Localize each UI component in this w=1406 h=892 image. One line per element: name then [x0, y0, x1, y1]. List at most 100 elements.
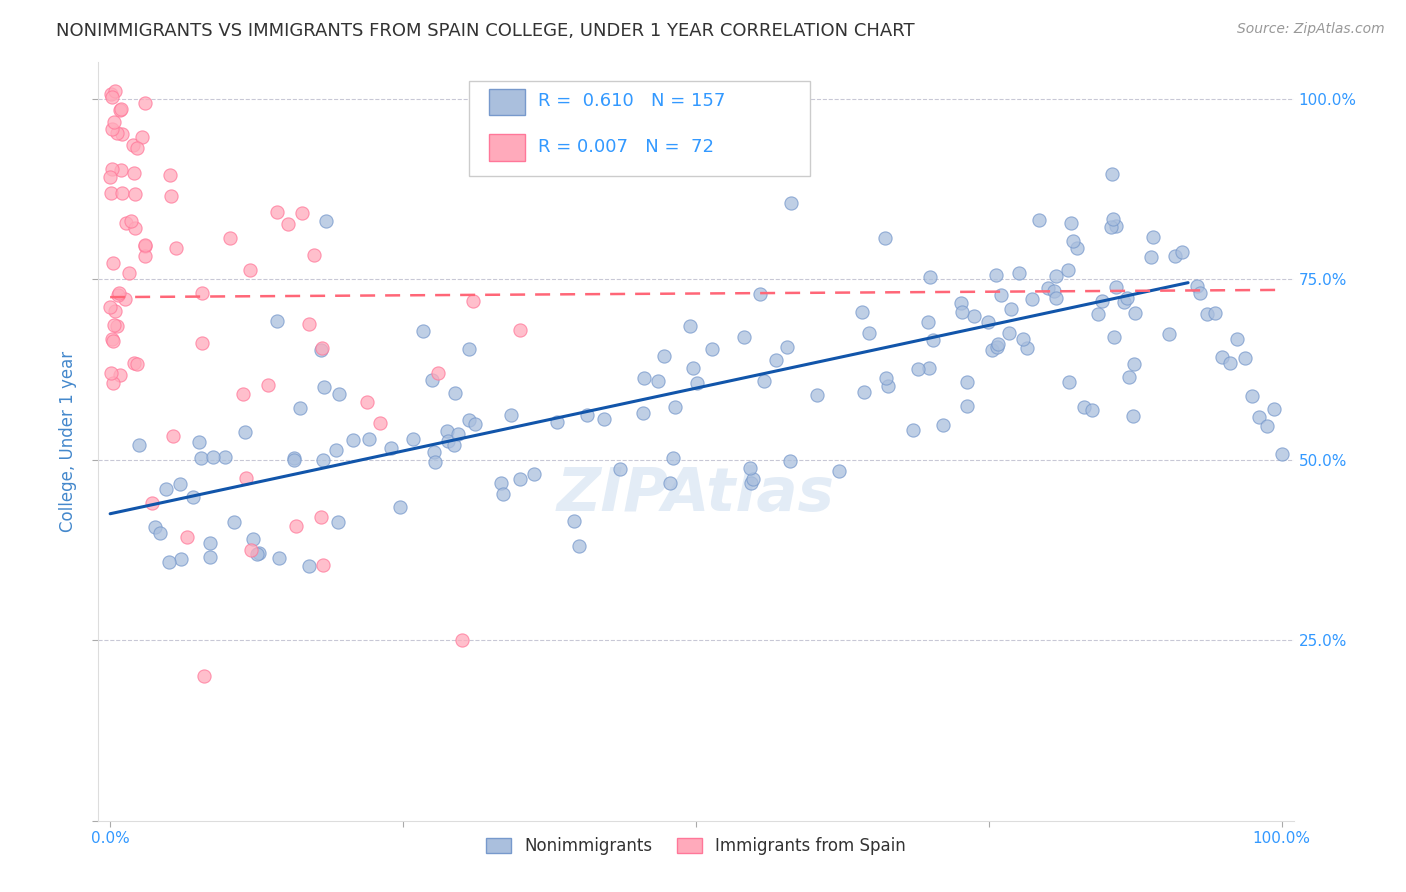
Point	[159, 168, 181, 182]
Point	[309, 343, 332, 357]
Point	[851, 305, 873, 319]
Point	[444, 385, 467, 400]
Point	[658, 476, 681, 491]
Point	[1073, 401, 1095, 415]
Point	[546, 415, 568, 429]
Point	[949, 296, 972, 310]
Point	[780, 195, 803, 210]
Point	[775, 340, 797, 354]
Point	[742, 472, 765, 486]
Point	[1240, 389, 1263, 403]
Point	[134, 249, 156, 263]
Point	[162, 429, 184, 443]
Point	[108, 368, 131, 382]
Point	[134, 237, 156, 252]
Point	[1081, 402, 1104, 417]
Point	[702, 342, 724, 356]
Point	[738, 461, 761, 475]
Point	[1045, 269, 1067, 284]
Point	[232, 387, 254, 401]
Point	[283, 451, 305, 466]
Point	[963, 310, 986, 324]
Point	[754, 374, 776, 388]
Point	[288, 401, 311, 415]
Point	[631, 407, 654, 421]
Point	[169, 476, 191, 491]
Point	[1062, 234, 1084, 248]
Point	[110, 163, 132, 178]
Point	[239, 263, 262, 277]
Point	[328, 387, 350, 401]
Point	[921, 333, 943, 347]
Point	[122, 356, 145, 370]
Point	[1271, 447, 1294, 461]
Point	[1045, 291, 1067, 305]
Y-axis label: College, Under 1 year: College, Under 1 year	[59, 351, 77, 533]
Point	[198, 536, 221, 550]
Point	[427, 366, 450, 380]
Point	[647, 374, 669, 388]
Point	[686, 376, 709, 391]
Point	[190, 335, 212, 350]
Point	[1233, 351, 1256, 366]
Point	[402, 432, 425, 446]
Point	[1211, 350, 1233, 364]
Point	[679, 318, 702, 333]
Point	[1226, 332, 1249, 346]
Point	[291, 206, 314, 220]
Point	[1188, 285, 1211, 300]
Point	[576, 408, 599, 422]
Point	[412, 324, 434, 338]
Point	[356, 395, 378, 409]
Point	[1256, 418, 1278, 433]
Point	[302, 248, 325, 262]
Point	[128, 438, 150, 452]
Point	[1159, 327, 1181, 342]
Point	[1102, 330, 1125, 344]
Point	[247, 546, 270, 560]
Point	[423, 455, 446, 469]
Point	[328, 515, 350, 529]
Point	[233, 425, 256, 439]
Point	[149, 526, 172, 541]
Text: Source: ZipAtlas.com: Source: ZipAtlas.com	[1237, 22, 1385, 37]
Point	[1021, 292, 1043, 306]
Point	[165, 242, 187, 256]
Point	[134, 95, 156, 110]
Text: R = 0.007   N =  72: R = 0.007 N = 72	[538, 138, 714, 156]
Point	[1187, 278, 1209, 293]
Point	[104, 303, 127, 318]
Point	[98, 169, 121, 184]
Point	[956, 375, 979, 389]
Point	[956, 399, 979, 413]
Point	[633, 370, 655, 384]
Point	[98, 300, 121, 314]
Point	[108, 285, 131, 300]
Point	[239, 543, 262, 558]
Point	[523, 467, 546, 482]
Point	[100, 186, 122, 201]
Point	[1164, 249, 1187, 263]
Point	[436, 424, 458, 438]
Point	[1043, 284, 1066, 298]
Point	[463, 293, 485, 308]
Point	[359, 433, 381, 447]
Point	[100, 332, 122, 346]
Point	[124, 221, 146, 235]
Point	[1015, 341, 1038, 355]
Point	[284, 519, 307, 533]
Point	[214, 450, 236, 465]
Point	[464, 417, 486, 431]
Point	[987, 337, 1010, 351]
Text: ZIPAtlas: ZIPAtlas	[557, 465, 835, 524]
Point	[875, 371, 897, 385]
FancyBboxPatch shape	[470, 81, 810, 177]
Point	[907, 362, 929, 376]
Point	[1102, 211, 1125, 226]
Point	[423, 444, 446, 458]
Point	[1118, 370, 1140, 384]
Point	[103, 318, 125, 332]
Point	[267, 550, 290, 565]
Point	[103, 376, 125, 390]
Point	[266, 204, 288, 219]
